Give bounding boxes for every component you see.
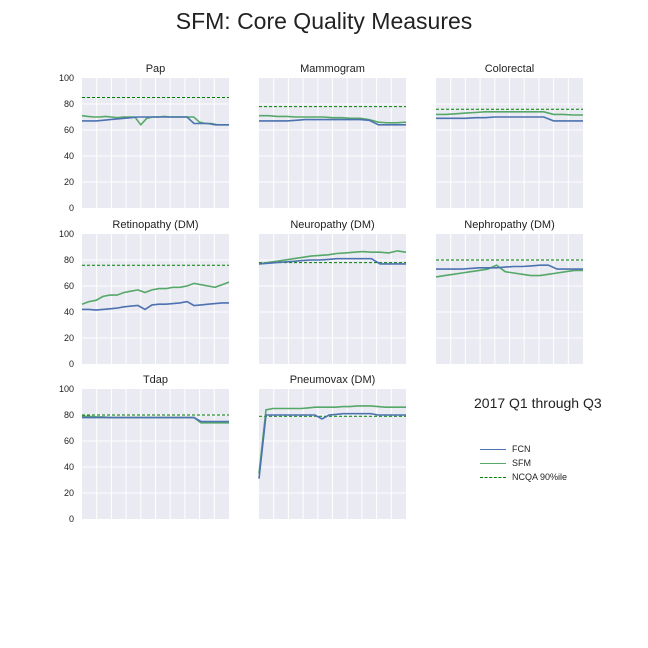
series-line-fcn [82,116,229,126]
chart-panel-3: 0 20 40 60 80 100 Retinopathy (DM) [59,219,230,369]
panel-title: Pap [146,63,166,75]
legend-label-sfm: SFM [512,458,531,468]
y-tick-label: 20 [64,177,74,187]
y-tick-label: 40 [64,462,74,472]
y-tick-label: 100 [59,73,74,83]
series-line-fcn [436,264,583,270]
legend-label-fcn: FCN [512,444,531,454]
legend-swatch-ncqa [480,476,506,478]
y-tick-label: 0 [69,203,74,213]
y-tick-label: 80 [64,99,74,109]
series-line-sfm [436,111,583,116]
legend-swatch-fcn [480,448,506,450]
date-range-annotation: 2017 Q1 through Q3 [474,395,602,411]
legend-swatch-sfm [480,462,506,464]
series-line-sfm [81,281,230,305]
series-line-fcn [82,300,229,311]
chart-panel-0: 0 20 40 60 80 100 Pap [59,63,229,213]
panel-title: Pneumovax (DM) [290,374,376,386]
figure-title: SFM: Core Quality Measures [175,8,473,34]
y-tick-label: 0 [69,514,74,524]
y-tick-label: 40 [64,307,74,317]
series-line-sfm [258,250,407,265]
panel-title: Nephropathy (DM) [464,219,554,231]
y-tick-label: 0 [69,359,74,369]
series-line-fcn [436,116,583,122]
chart-panel-1: Mammogram [259,63,407,208]
y-tick-label: 20 [64,488,74,498]
chart-panel-6: 0 20 40 60 80 100 Tdap [59,374,229,524]
y-tick-label: 60 [64,281,74,291]
panel-title: Retinopathy (DM) [112,219,198,231]
y-tick-label: 60 [64,125,74,135]
panel-title: Colorectal [485,63,535,75]
legend-item-sfm: SFM [480,456,567,470]
chart-panel-4: Neuropathy (DM) [258,219,407,364]
y-tick-label: 40 [64,151,74,161]
series-line-sfm [258,405,406,474]
panel-title: Mammogram [300,63,365,75]
chart-panel-5: Nephropathy (DM) [435,219,583,364]
legend: FCN SFM NCQA 90%ile [480,442,567,484]
y-tick-label: 20 [64,333,74,343]
legend-label-ncqa: NCQA 90%ile [512,472,568,482]
y-tick-label: 60 [64,436,74,446]
legend-item-ncqa: NCQA 90%ile [480,470,567,484]
series-line-fcn [259,118,406,126]
panel-title: Neuropathy (DM) [290,219,374,231]
panel-title: Tdap [143,374,168,386]
chart-panel-7: Pneumovax (DM) [258,374,406,519]
series-line-fcn [258,257,406,265]
y-tick-label: 100 [59,229,74,239]
y-tick-label: 100 [59,384,74,394]
series-line-fcn [82,416,229,423]
y-tick-label: 80 [64,255,74,265]
y-tick-label: 80 [64,410,74,420]
chart-panel-2: Colorectal [436,63,583,208]
series-line-fcn [258,412,406,479]
series-line-sfm [435,264,583,278]
series-line-sfm [259,114,407,124]
legend-item-fcn: FCN [480,442,567,456]
